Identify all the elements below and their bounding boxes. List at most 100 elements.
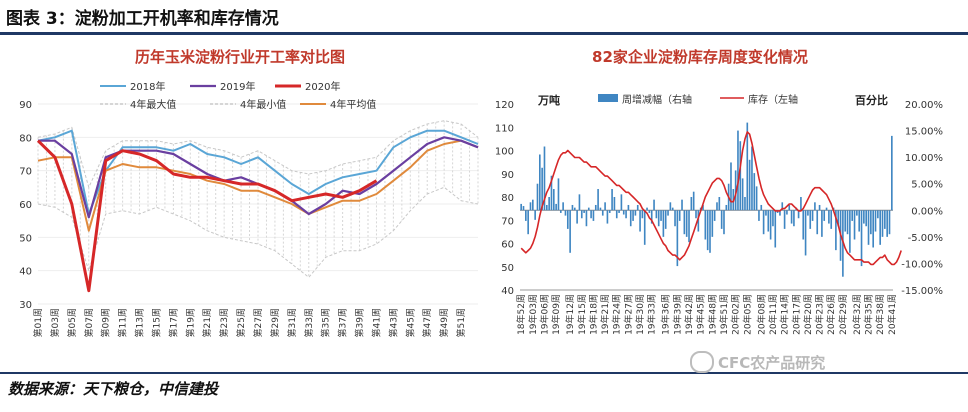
right-bar: [620, 194, 623, 211]
right-bar: [856, 210, 858, 216]
right-bar: [758, 210, 760, 221]
right-bar: [851, 210, 854, 221]
right-x-tick-label: 19年09周: [550, 294, 562, 335]
right-bar: [606, 210, 609, 224]
left-x-tick-label: 第23周: [218, 308, 230, 337]
right-x-tick-label: 19年27周: [622, 294, 634, 335]
right-x-tick-label: 20年23周: [814, 294, 826, 335]
right-bar: [870, 210, 872, 235]
right-bar: [879, 210, 881, 245]
right-bar: [786, 210, 788, 215]
right-bar: [709, 210, 711, 253]
right-bar: [860, 210, 863, 267]
right-bar: [744, 197, 746, 211]
right-x-tick-label: 19年51周: [718, 294, 730, 335]
left-x-tick-label: 第11周: [117, 308, 129, 337]
right-left-y-tick-label: 60: [501, 240, 514, 251]
right-bar: [884, 210, 886, 229]
right-right-y-tick-label: 20.00%: [905, 100, 943, 111]
right-x-tick-label: 20年17周: [790, 294, 802, 335]
right-bar: [566, 210, 569, 229]
right-left-y-tick-label: 80: [501, 193, 514, 204]
right-bar: [867, 210, 870, 245]
right-bar: [657, 210, 660, 227]
right-x-tick-label: 19年03周: [527, 294, 539, 335]
right-bar: [690, 197, 693, 211]
right-bar: [762, 210, 765, 235]
right-bar: [641, 210, 644, 219]
right-bar: [580, 210, 583, 219]
left-y-tick-label: 70: [19, 167, 32, 178]
right-x-tick-label: 19年36周: [660, 294, 672, 335]
right-chart-title: 82家企业淀粉库存周度变化情况: [592, 48, 808, 66]
left-x-tick-label: 第49周: [438, 308, 450, 337]
left-chart: 历年玉米淀粉行业开工率对比图 30 40 50 60 70 80 90 第01周 第03周 第05…: [19, 48, 479, 337]
right-bar: [830, 210, 833, 229]
right-bar: [655, 210, 658, 219]
right-legend: 周增减幅（右轴 库存（左轴: [598, 93, 798, 106]
right-bar: [634, 210, 637, 216]
right-x-tick-label: 19年12周: [564, 294, 576, 335]
right-bar: [557, 178, 560, 211]
right-right-y-tick-label: 10.00%: [905, 153, 943, 164]
right-bar: [688, 210, 690, 243]
right-x-tick-label: 20年35周: [863, 294, 875, 335]
right-x-tick-label: 19年45周: [695, 294, 707, 335]
right-bars: [520, 122, 893, 277]
right-bar: [650, 210, 653, 224]
right-bar: [608, 210, 611, 213]
right-bar: [646, 207, 648, 211]
right-bar: [802, 210, 805, 240]
right-bar: [548, 197, 550, 211]
right-bar: [604, 202, 606, 211]
right-bar: [858, 210, 861, 232]
right-bar: [846, 210, 849, 235]
right-bar: [711, 210, 714, 237]
right-bar: [849, 210, 851, 253]
right-bar: [821, 210, 823, 237]
left-legend-label: 2019年: [220, 80, 255, 93]
left-x-tick-label: 第03周: [49, 308, 61, 337]
right-bar: [767, 210, 770, 232]
left-chart-title: 历年玉米淀粉行业开工率对比图: [135, 48, 345, 66]
right-bar: [716, 202, 718, 211]
right-bar: [613, 197, 616, 211]
right-bar: [550, 175, 553, 211]
right-x-tick-label: 19年24周: [611, 294, 623, 335]
right-right-unit: 百分比: [855, 93, 888, 107]
right-bar: [627, 204, 630, 211]
right-bar: [741, 178, 744, 211]
right-line: [520, 131, 902, 266]
right-chart: 82家企业淀粉库存周度变化情况 万吨 百分比 40 50 60 70 80 90 100 11…: [495, 48, 943, 335]
right-right-y-tick-label: 5.00%: [911, 180, 943, 191]
right-bar: [571, 204, 574, 211]
right-x-tick-label: 19年42周: [683, 294, 695, 335]
right-bar: [706, 210, 709, 251]
right-bar: [683, 210, 686, 235]
right-x-tick-label: 20年05周: [741, 294, 753, 335]
right-legend-label: 周增减幅（右轴: [622, 93, 692, 106]
right-bar: [697, 210, 700, 232]
left-y-tick-label: 50: [19, 233, 32, 244]
right-bar: [809, 210, 812, 229]
left-x-tick-label: 第37周: [337, 308, 349, 337]
left-series-line-5: [37, 139, 479, 232]
left-x-tick-label: 第15周: [150, 308, 162, 337]
left-x-tick-label: 第01周: [32, 308, 44, 337]
right-bar: [622, 210, 625, 215]
left-series-line-4: [37, 186, 479, 278]
right-bar: [585, 210, 588, 227]
right-bar: [578, 194, 581, 211]
right-bar: [702, 204, 704, 211]
right-bar: [865, 210, 868, 227]
left-grid: [38, 103, 478, 305]
right-bar: [723, 210, 725, 235]
right-bar: [804, 210, 807, 256]
left-x-tick-label: 第25周: [235, 308, 247, 337]
left-x-tick-label: 第33周: [303, 308, 315, 337]
right-bar: [615, 210, 618, 219]
right-bar: [562, 202, 564, 211]
right-bar: [636, 204, 639, 211]
right-bar: [891, 135, 893, 211]
